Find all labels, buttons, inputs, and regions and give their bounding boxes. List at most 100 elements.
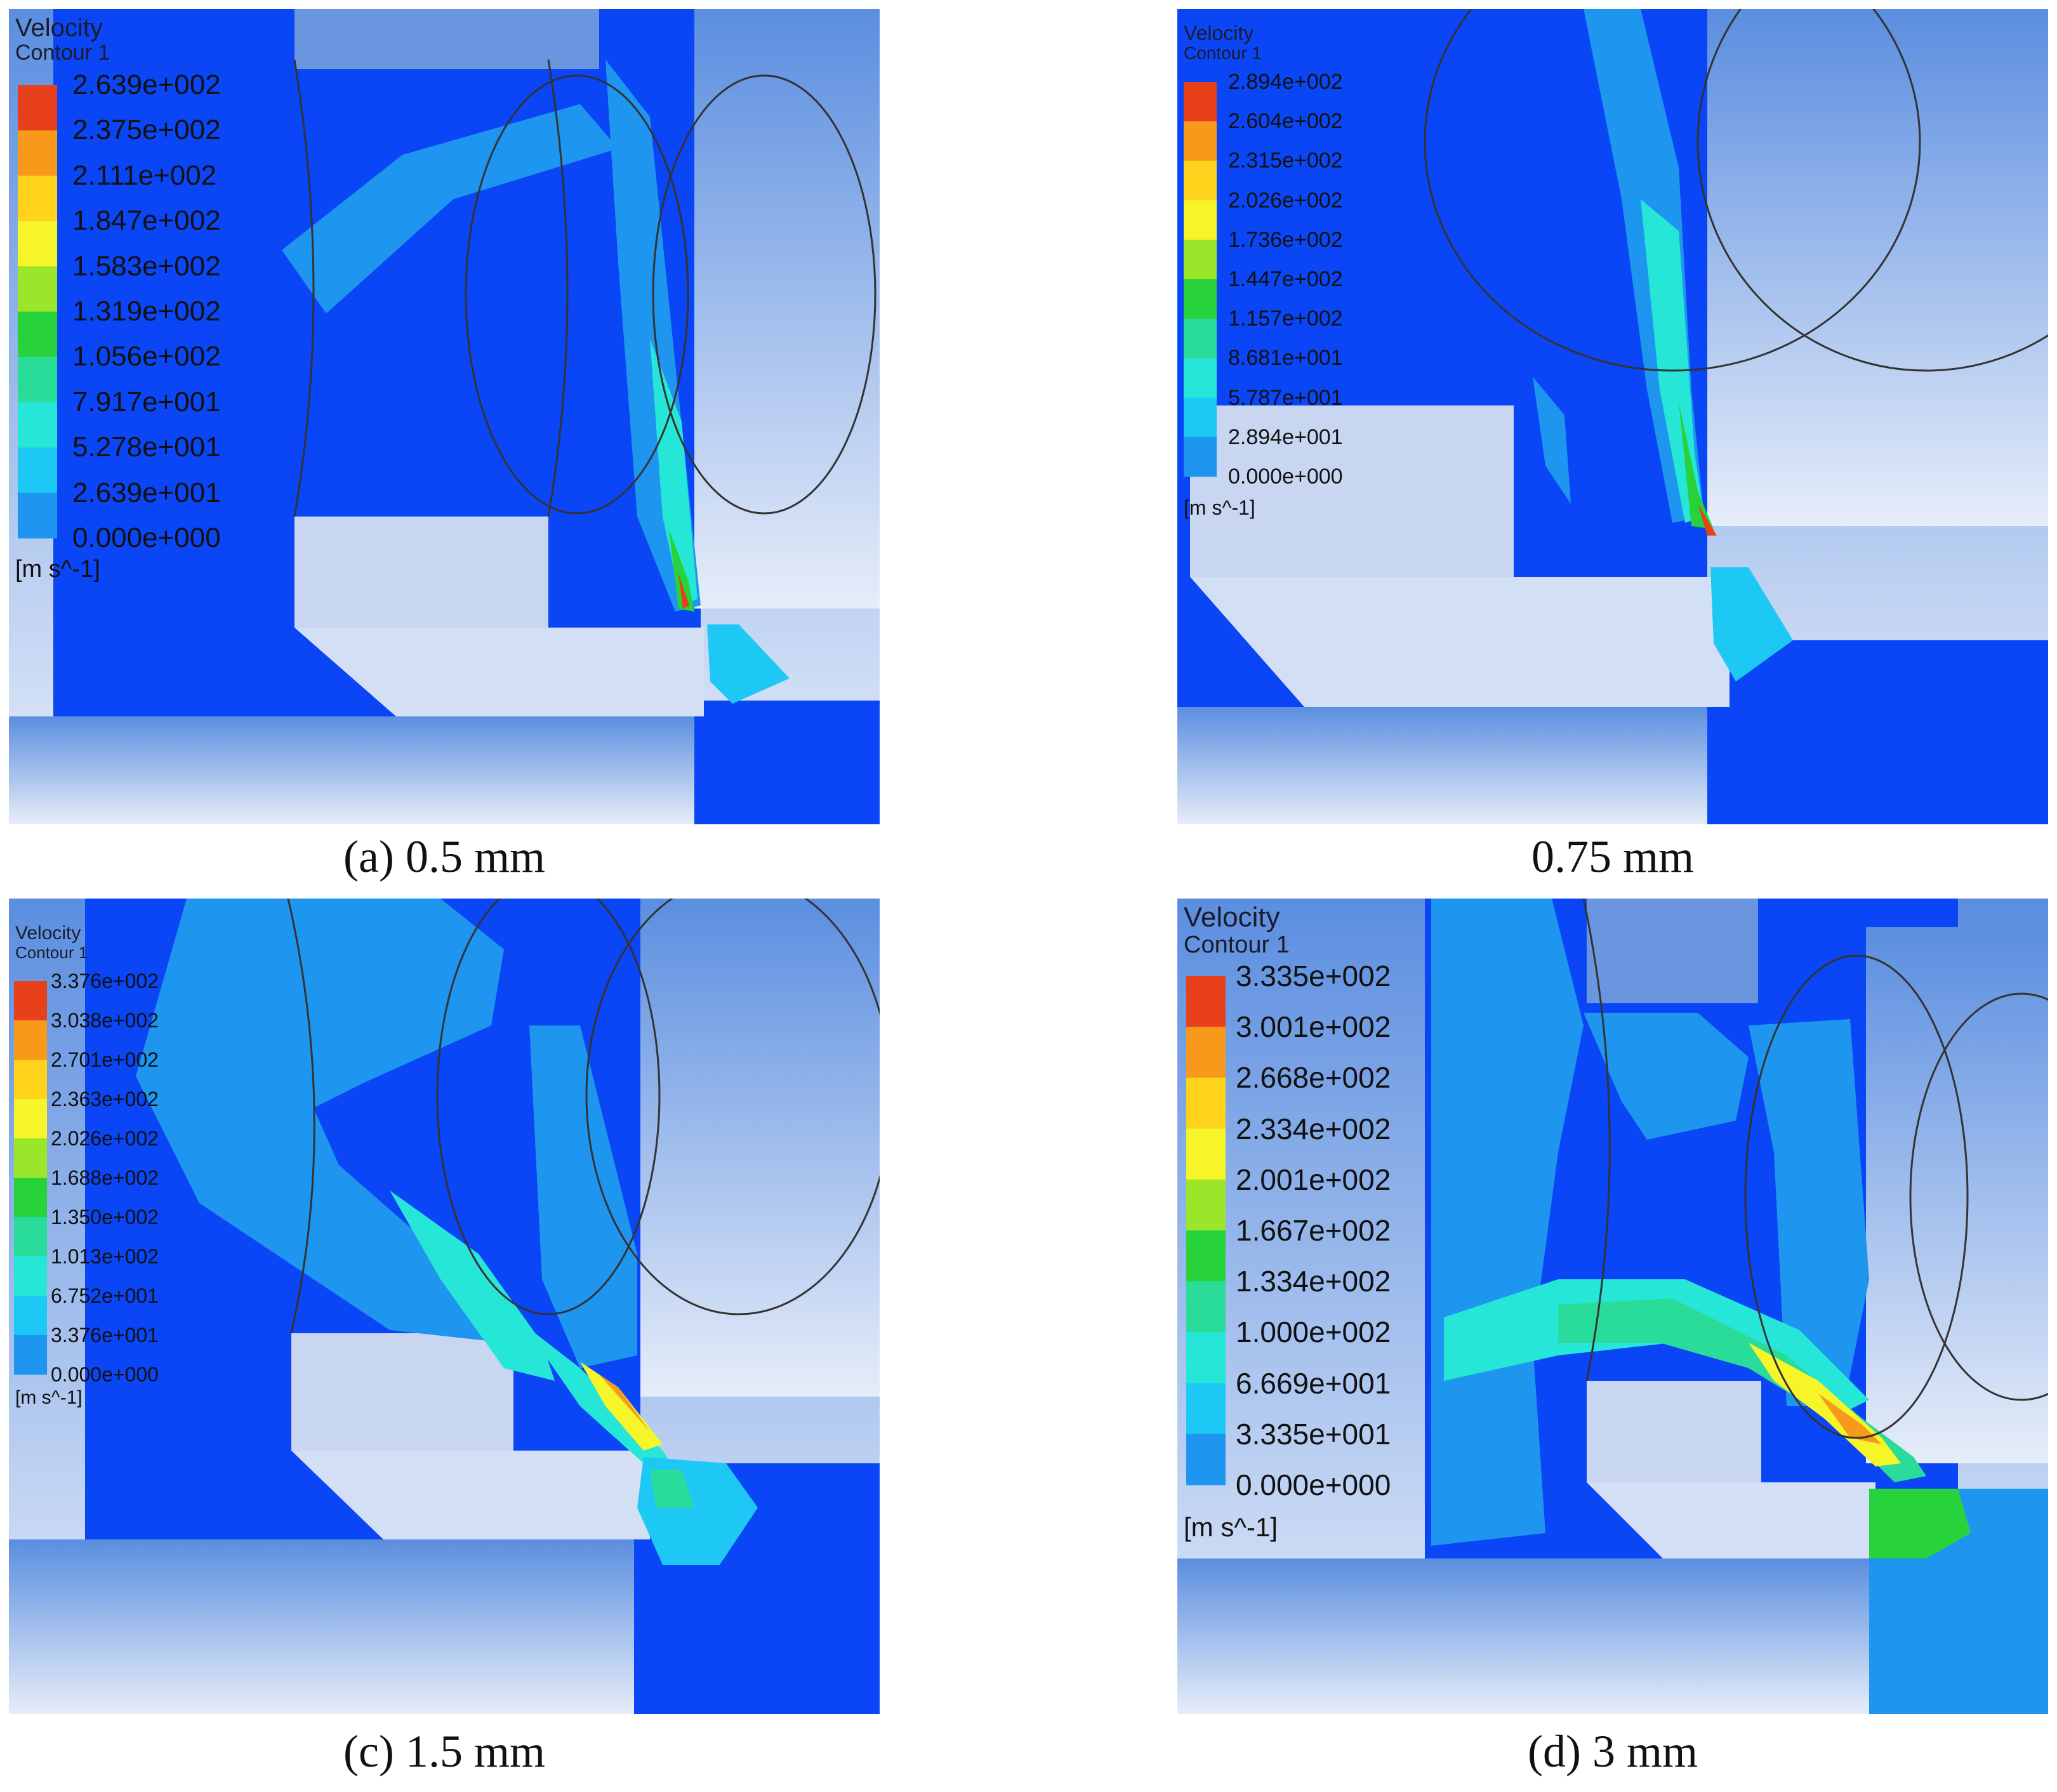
- colorbar-band: [14, 1178, 47, 1218]
- colorbar-band: [1184, 319, 1217, 359]
- units-c: [m s^-1]: [15, 1387, 83, 1408]
- colorbar-tick-label: 2.701e+002: [51, 1048, 159, 1071]
- colorbar-tick-label: 3.001e+002: [1236, 1010, 1391, 1044]
- legend-subtitle-a: Contour 1: [15, 41, 110, 65]
- legend-title-c: Velocity: [15, 923, 81, 944]
- colorbar-tick-label: 2.334e+002: [1236, 1112, 1391, 1145]
- colorbar-band: [18, 492, 57, 539]
- colorbar-band: [14, 1020, 47, 1060]
- colorbar-tick-label: 1.688e+002: [51, 1166, 159, 1189]
- colorbar-band: [14, 981, 47, 1021]
- colorbar-band: [1184, 82, 1217, 122]
- colorbar-tick-label: 3.038e+002: [51, 1009, 159, 1032]
- legend-title-b: Velocity: [1184, 22, 1254, 44]
- colorbar-band: [18, 221, 57, 267]
- colorbar-c: [14, 981, 47, 1375]
- colorbar-tick-label: 2.026e+002: [51, 1127, 159, 1150]
- colorbar-tick-label: 1.847e+002: [72, 205, 221, 237]
- legend-title-d: Velocity: [1184, 902, 1280, 933]
- colorbar-tick-label: 1.000e+002: [1236, 1315, 1391, 1349]
- colorbar-tick-label: 0.000e+000: [1236, 1468, 1391, 1501]
- colorbar-band: [1186, 1027, 1226, 1078]
- colorbar-tick-label: 2.315e+002: [1228, 148, 1343, 173]
- legend-subtitle-b: Contour 1: [1184, 43, 1262, 63]
- colorbar-band: [1184, 437, 1217, 477]
- colorbar-band: [1184, 161, 1217, 201]
- colorbar-tick-label: 1.013e+002: [51, 1245, 159, 1268]
- colorbar-tick-label: 1.056e+002: [72, 341, 221, 372]
- colorbar-tick-label: 2.639e+002: [72, 69, 221, 100]
- panel-a: Velocity Contour 1 [m s^-1] 2.639e+002 2.…: [9, 9, 880, 824]
- colorbar-band: [14, 1217, 47, 1257]
- colorbar-band: [18, 175, 57, 221]
- colorbar-tick-label: 6.752e+001: [51, 1284, 159, 1307]
- colorbar-band: [1184, 358, 1217, 399]
- colorbar-tick-label: 0.000e+000: [1228, 464, 1343, 489]
- colorbar-tick-label: 1.667e+002: [1236, 1214, 1391, 1247]
- colorbar-band: [1186, 976, 1226, 1027]
- colorbar-band: [1184, 239, 1217, 280]
- colorbar-tick-label: 2.604e+002: [1228, 109, 1343, 134]
- colorbar-band: [18, 312, 57, 357]
- colorbar-tick-label: 3.335e+001: [1236, 1417, 1391, 1451]
- caption-d: (d) 3 mm: [1528, 1726, 1698, 1777]
- colorbar-band: [14, 1256, 47, 1296]
- panel-c: Velocity Contour 1 [m s^-1] 3.376e+002 3.…: [9, 899, 880, 1714]
- colorbar-tick-label: 2.375e+002: [72, 114, 221, 146]
- colorbar-band: [18, 402, 57, 448]
- legend-title-a: Velocity: [15, 14, 103, 42]
- colorbar-tick-label: 0.000e+000: [51, 1363, 159, 1386]
- units-a: [m s^-1]: [15, 556, 100, 583]
- colorbar-tick-label: 6.669e+001: [1236, 1366, 1391, 1400]
- colorbar-band: [14, 1138, 47, 1178]
- colorbar-tick-label: 2.894e+002: [1228, 70, 1343, 94]
- colorbar-tick-label: 1.157e+002: [1228, 306, 1343, 331]
- colorbar-tick-label: 2.639e+001: [72, 477, 221, 508]
- colorbar-band: [1186, 1077, 1226, 1130]
- colorbar-tick-label: 7.917e+001: [72, 386, 221, 418]
- colorbar-tick-label: 2.668e+002: [1236, 1061, 1391, 1095]
- colorbar-band: [1184, 121, 1217, 161]
- colorbar-band: [18, 130, 57, 176]
- colorbar-tick-label: 1.350e+002: [51, 1206, 159, 1229]
- contour-plot-c: [9, 899, 880, 1714]
- contour-plot-b: [1177, 9, 2048, 824]
- colorbar-band: [18, 266, 57, 312]
- colorbar-band: [1186, 1433, 1226, 1486]
- colorbar-tick-label: 5.787e+001: [1228, 385, 1343, 410]
- caption-c: (c) 1.5 mm: [343, 1726, 545, 1777]
- colorbar-tick-label: 2.111e+002: [72, 159, 217, 191]
- colorbar-band: [1184, 279, 1217, 319]
- colorbar-tick-label: 3.376e+002: [51, 970, 159, 992]
- colorbar-tick-label: 0.000e+000: [72, 522, 221, 553]
- contour-plot-d: [1177, 899, 2048, 1714]
- colorbar-band: [18, 85, 57, 131]
- colorbar-band: [1186, 1332, 1226, 1384]
- colorbar-tick-label: 2.363e+002: [51, 1088, 159, 1110]
- colorbar-a: [18, 85, 57, 539]
- colorbar-band: [1186, 1179, 1226, 1231]
- units-b: [m s^-1]: [1184, 496, 1255, 519]
- legend-subtitle-c: Contour 1: [15, 943, 88, 962]
- colorbar-band: [1186, 1383, 1226, 1435]
- colorbar-tick-label: 3.376e+001: [51, 1324, 159, 1347]
- colorbar-tick-label: 1.319e+002: [72, 296, 221, 327]
- colorbar-band: [18, 447, 57, 494]
- colorbar-tick-label: 2.894e+001: [1228, 425, 1343, 449]
- colorbar-tick-label: 1.447e+002: [1228, 267, 1343, 291]
- colorbar-tick-label: 3.335e+002: [1236, 959, 1391, 992]
- colorbar-tick-label: 1.736e+002: [1228, 227, 1343, 252]
- colorbar-tick-label: 1.334e+002: [1236, 1265, 1391, 1298]
- units-d: [m s^-1]: [1184, 1512, 1278, 1542]
- colorbar-b: [1184, 82, 1217, 477]
- colorbar-band: [1186, 1230, 1226, 1282]
- colorbar-band: [1186, 1128, 1226, 1180]
- colorbar-band: [14, 1296, 47, 1336]
- colorbar-band: [1184, 397, 1217, 438]
- colorbar-band: [14, 1099, 47, 1139]
- colorbar-band: [1184, 200, 1217, 240]
- colorbar-tick-label: 1.583e+002: [72, 250, 221, 282]
- colorbar-tick-label: 5.278e+001: [72, 432, 221, 463]
- panel-d: Velocity Contour 1 [m s^-1] 3.335e+002 3.…: [1177, 899, 2048, 1714]
- contour-plot-a: [9, 9, 880, 824]
